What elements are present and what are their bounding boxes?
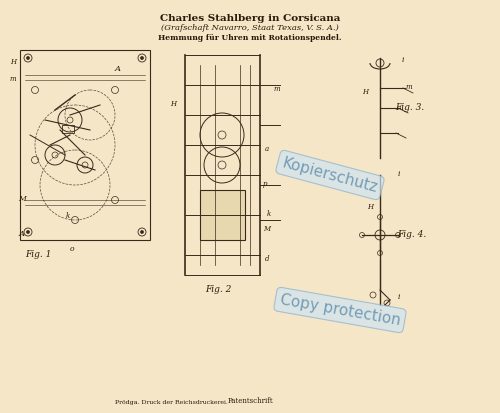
Circle shape [140,57,143,59]
Text: H: H [170,100,176,108]
Text: Fig. 3.: Fig. 3. [395,103,424,112]
Circle shape [26,230,30,233]
Text: m: m [406,83,412,91]
Text: i: i [398,170,400,178]
Text: Fig. 1: Fig. 1 [25,250,52,259]
Text: H: H [362,88,368,96]
Text: o: o [70,245,74,253]
Text: k: k [267,210,271,218]
Text: i: i [402,56,404,64]
Text: Kopierschutz: Kopierschutz [280,155,380,195]
Text: Fig. 2: Fig. 2 [205,285,232,294]
Text: i: i [398,293,400,301]
Text: H: H [10,58,16,66]
Text: (Grafschaft Navarro, Staat Texas, V. S. A.): (Grafschaft Navarro, Staat Texas, V. S. … [161,24,339,32]
Circle shape [140,230,143,233]
Text: A: A [115,65,121,73]
Text: Hemmung für Uhren mit Rotationspendel.: Hemmung für Uhren mit Rotationspendel. [158,34,342,42]
Text: Copy protection: Copy protection [278,292,402,328]
Text: A: A [19,230,25,238]
Bar [62,125,74,133]
Text: Charles Stahlberg in Corsicana: Charles Stahlberg in Corsicana [160,14,340,23]
Text: m: m [10,75,16,83]
Text: Prödga. Druck der Reichsdruckerei.: Prödga. Druck der Reichsdruckerei. [115,400,228,405]
Text: a: a [265,145,269,153]
Text: Fig. 4.: Fig. 4. [397,230,426,239]
Text: M: M [263,225,270,233]
Bar [20,50,150,240]
Text: M: M [18,195,26,203]
Text: m: m [273,85,280,93]
Text: d: d [265,255,270,263]
Bar [200,190,245,240]
Text: Patentschrift: Patentschrift [227,397,273,405]
Text: H: H [367,203,373,211]
Circle shape [26,57,30,59]
Text: k: k [66,212,70,220]
Text: p: p [263,180,268,188]
